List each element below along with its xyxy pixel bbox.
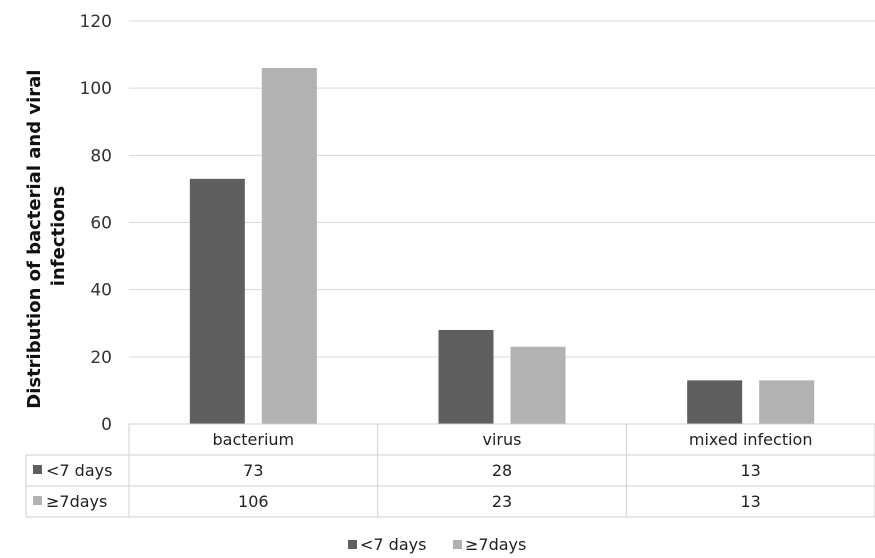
table-legend-swatch bbox=[33, 496, 42, 505]
table-value: 106 bbox=[238, 492, 269, 511]
table-value: 23 bbox=[492, 492, 512, 511]
bar-lt7-2 bbox=[687, 380, 743, 424]
table-value: 13 bbox=[740, 461, 760, 480]
y-tick-label: 60 bbox=[90, 214, 112, 234]
legend-swatch bbox=[453, 540, 462, 549]
y-tick-label: 120 bbox=[80, 12, 112, 32]
legend: <7 days ≥7days bbox=[348, 535, 526, 554]
y-tick-label: 20 bbox=[90, 348, 112, 368]
table-legend-swatch bbox=[33, 465, 42, 474]
legend-label: ≥7days bbox=[465, 535, 526, 554]
table-value: 73 bbox=[243, 461, 263, 480]
table-value: 13 bbox=[740, 492, 760, 511]
legend-swatch bbox=[348, 540, 357, 549]
category-label: virus bbox=[483, 430, 522, 449]
legend-label: <7 days bbox=[360, 535, 426, 554]
bar-lt7-0 bbox=[189, 178, 245, 424]
gridlines bbox=[129, 20, 875, 358]
y-axis-label: Distribution of bacterial and viral infe… bbox=[24, 63, 69, 409]
data-table: bacterium virus mixed infection <7 days 73 28… bbox=[25, 423, 875, 518]
y-tick-label: 100 bbox=[80, 79, 112, 99]
table-series-name: <7 days bbox=[46, 461, 112, 480]
y-axis-label-line-2: infections bbox=[48, 186, 69, 286]
bar-ge7-2 bbox=[759, 380, 815, 424]
bar-lt7-1 bbox=[438, 329, 494, 424]
table-series-name: ≥7days bbox=[46, 492, 107, 511]
y-axis: 0 20 40 60 80 100 120 bbox=[80, 12, 112, 435]
y-tick-label: 0 bbox=[101, 415, 112, 435]
bar-ge7-1 bbox=[510, 346, 566, 424]
y-tick-label: 80 bbox=[90, 146, 112, 166]
y-tick-label: 40 bbox=[90, 281, 112, 301]
table-value: 28 bbox=[492, 461, 512, 480]
bar-ge7-0 bbox=[261, 68, 317, 425]
bars bbox=[189, 68, 815, 425]
category-label: mixed infection bbox=[689, 430, 813, 449]
y-axis-label-line-1: Distribution of bacterial and viral bbox=[24, 70, 45, 409]
category-label: bacterium bbox=[213, 430, 295, 449]
